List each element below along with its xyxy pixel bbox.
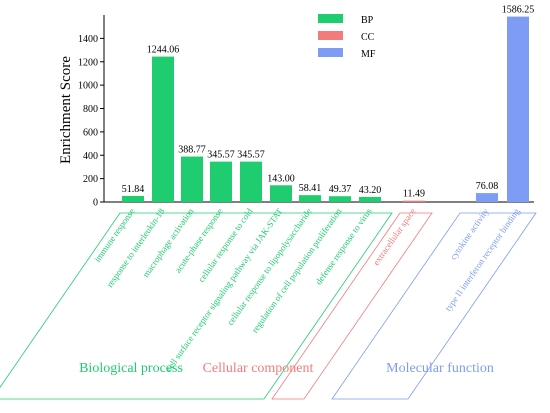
y-axis-label: Enrichment Score (58, 56, 74, 164)
legend-label-mf: MF (361, 49, 376, 60)
legend: BP CC MF (318, 14, 376, 60)
y-tick-label: 1400 (78, 34, 98, 45)
bar-cell-surface-receptor-signaling-pathway-via-jak-stat (270, 185, 292, 202)
bars (122, 16, 529, 203)
group-box-biological-process (0, 212, 393, 400)
y-tick-label: 1200 (78, 57, 98, 68)
group-box-molecular-function (331, 212, 537, 400)
value-label-cellular-response-to-lipopolysaccharide: 58.41 (299, 183, 322, 194)
x-tick-label-cellular-response-to-cold: cellular response to cold (196, 206, 255, 284)
y-tick-label: 1000 (78, 81, 98, 92)
y-tick-label: 0 (93, 198, 98, 209)
bar-regulation-of-cell-population-proliferation (329, 196, 351, 202)
y-tick-label: 400 (83, 151, 98, 162)
value-label-immune-response: 51.84 (122, 184, 145, 195)
value-label-defense-response-to-virus: 43.20 (359, 185, 382, 196)
bar-extracellular-space (403, 200, 425, 202)
x-tick-label-defense-response-to-virus: defense response to virus (313, 206, 374, 286)
legend-swatch-mf (318, 48, 343, 57)
value-label-cytokine-activity: 76.08 (476, 181, 499, 192)
value-label-response-to-interleukin-18: 1244.06 (147, 45, 180, 56)
legend-label-bp: BP (361, 15, 374, 26)
legend-label-cc: CC (361, 32, 375, 43)
group-label-molecular-function: Molecular function (386, 361, 494, 376)
bar-defense-response-to-virus (359, 196, 381, 202)
value-label-extracellular-space: 11.49 (403, 189, 425, 200)
bar-cellular-response-to-lipopolysaccharide (299, 195, 321, 202)
x-tick-label-macrophage-activation: macrophage activation (141, 206, 196, 279)
bar-response-to-interleukin-18 (152, 56, 174, 202)
x-tick-label-extracellular-space: extracellular space (371, 206, 418, 267)
legend-swatch-bp (318, 14, 343, 23)
legend-swatch-cc (318, 31, 343, 40)
value-label-cell-surface-receptor-signaling-pathway-via-jak-stat: 143.00 (267, 173, 295, 184)
category-group-boxes: Biological process Cellular component Mole… (0, 212, 537, 400)
y-tick-label: 800 (83, 104, 98, 115)
bar-cytokine-activity (476, 193, 498, 202)
group-label-biological-process: Biological process (79, 361, 183, 376)
bar-immune-response (122, 195, 144, 202)
y-tick-label: 600 (83, 127, 98, 138)
value-label-cellular-response-to-cold: 345.57 (237, 150, 265, 161)
group-box-cellular-component (271, 212, 433, 400)
bar-acute-phase-response (210, 161, 232, 202)
value-label-macrophage-activation: 388.77 (178, 145, 206, 156)
bar-macrophage-activation (181, 156, 203, 202)
y-axis: 0 200 400 600 800 1000 1200 1400 (78, 15, 534, 209)
bar-type-ii-interferon-receptor-binding (507, 16, 529, 203)
bar-cellular-response-to-cold (240, 161, 262, 202)
value-label-acute-phase-response: 345.57 (207, 150, 235, 161)
value-label-regulation-of-cell-population-proliferation: 49.37 (329, 184, 352, 195)
y-tick-label: 200 (83, 174, 98, 185)
value-label-type-ii-interferon-receptor-binding: 1586.25 (502, 5, 535, 16)
group-label-cellular-component: Cellular component (203, 361, 314, 376)
